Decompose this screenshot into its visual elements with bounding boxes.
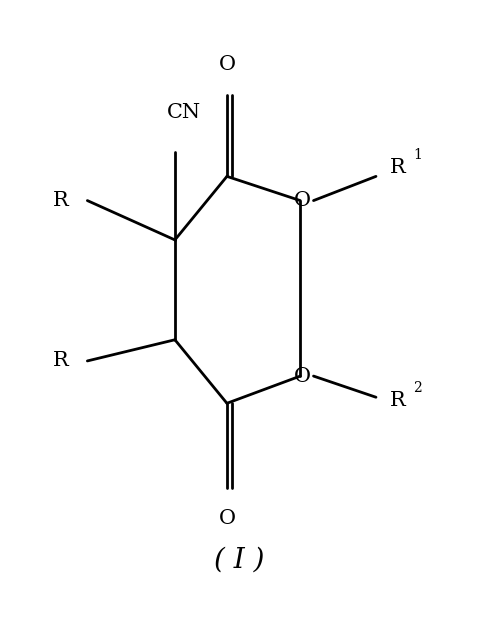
Text: R: R [53, 191, 69, 210]
Text: 2: 2 [413, 381, 422, 395]
Text: O: O [294, 191, 311, 210]
Text: O: O [219, 54, 235, 74]
Text: ( I ): ( I ) [213, 547, 264, 574]
Text: O: O [219, 509, 235, 528]
Text: R: R [390, 158, 406, 177]
Text: 1: 1 [413, 148, 422, 162]
Text: CN: CN [168, 103, 202, 122]
Text: R: R [390, 391, 406, 410]
Text: O: O [294, 366, 311, 386]
Text: R: R [53, 352, 69, 370]
